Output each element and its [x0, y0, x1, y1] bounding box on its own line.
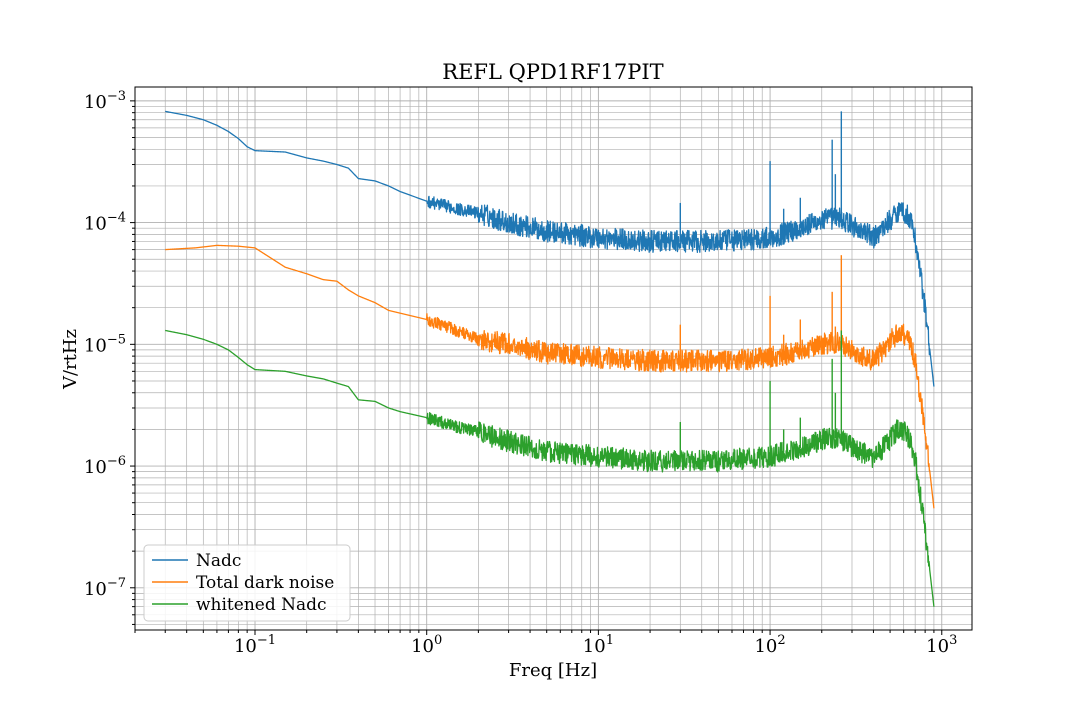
x-tick-label: 103	[926, 633, 957, 657]
series-line-0	[164, 110, 935, 387]
legend-entry-total-dark-noise: Total dark noise	[152, 573, 334, 593]
ticks	[130, 100, 943, 635]
legend: Nadc Total dark noise whitened Nadc	[143, 544, 351, 622]
x-tick-label: 10−1	[234, 633, 276, 657]
legend-entry-whitened-nadc: whitened Nadc	[152, 595, 327, 615]
chart-title: REFL QPD1RF17PIT	[442, 60, 663, 84]
y-tick-label: 10−4	[84, 211, 126, 235]
x-axis-label: Freq [Hz]	[509, 660, 597, 681]
series-line-2	[164, 329, 935, 607]
y-tick-label: 10−5	[84, 332, 126, 356]
legend-label-nadc: Nadc	[196, 551, 241, 571]
x-tick-labels: 10−1 100 101 102 103	[234, 633, 957, 657]
series-layer	[164, 110, 935, 607]
y-tick-labels: 10−7 10−6 10−5 10−4 10−3	[84, 89, 126, 600]
legend-label-whitened-nadc: whitened Nadc	[196, 595, 327, 615]
series-line-1	[164, 244, 935, 509]
y-axis-label: V/rtHz	[60, 329, 81, 390]
legend-label-total-dark-noise: Total dark noise	[196, 573, 334, 593]
legend-entry-nadc: Nadc	[152, 551, 241, 571]
x-tick-label: 100	[411, 633, 442, 657]
x-tick-label: 101	[583, 633, 614, 657]
y-tick-label: 10−6	[84, 454, 126, 478]
legend-box	[143, 544, 351, 622]
x-tick-label: 102	[754, 633, 785, 657]
plot-frame	[134, 86, 973, 631]
y-tick-label: 10−7	[84, 576, 126, 600]
y-tick-label: 10−3	[84, 89, 126, 113]
